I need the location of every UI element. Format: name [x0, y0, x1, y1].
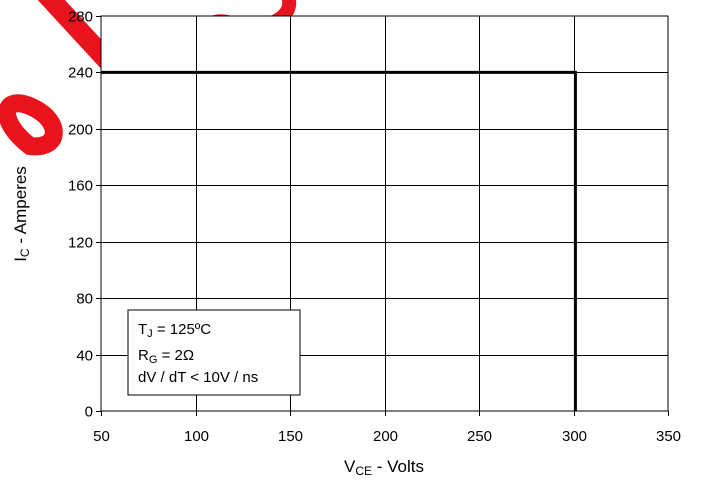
x-axis-ticks: 50 100 150 200 250 300 350	[93, 411, 681, 445]
y-tick-label: 160	[68, 178, 93, 195]
annotation-dvdt: dV / dT < 10V / ns	[138, 369, 258, 386]
x-tick-label: 150	[278, 428, 303, 445]
series-layer	[101, 70, 577, 411]
y-tick-label: 40	[76, 348, 93, 365]
x-tick-label: 50	[93, 428, 110, 445]
y-tick-label: 200	[68, 122, 93, 139]
x-axis-title: VCE - Volts	[344, 457, 424, 478]
watermark-stroke-o	[0, 94, 63, 156]
x-tick-label: 300	[562, 428, 587, 445]
annotation-tj: TJ = 125ºC	[138, 321, 211, 340]
y-tick-label: 120	[68, 235, 93, 252]
x-tick-label: 200	[373, 428, 398, 445]
y-tick-label: 0	[85, 404, 93, 421]
y-tick-label: 80	[76, 291, 93, 308]
y-axis-title: IC - Amperes	[11, 166, 32, 262]
x-tick-label: 350	[656, 428, 681, 445]
x-tick-label: 250	[467, 428, 492, 445]
annotation-box	[127, 309, 301, 396]
y-tick-label: 240	[68, 65, 93, 82]
annotation-rg: RG = 2Ω	[138, 347, 194, 366]
x-tick-label: 100	[184, 428, 209, 445]
plot-frame	[100, 15, 669, 412]
y-axis-ticks: 0 40 80 120 160 200 240 280	[68, 9, 101, 421]
series-line	[101, 70, 577, 411]
y-tick-label: 280	[68, 9, 93, 26]
